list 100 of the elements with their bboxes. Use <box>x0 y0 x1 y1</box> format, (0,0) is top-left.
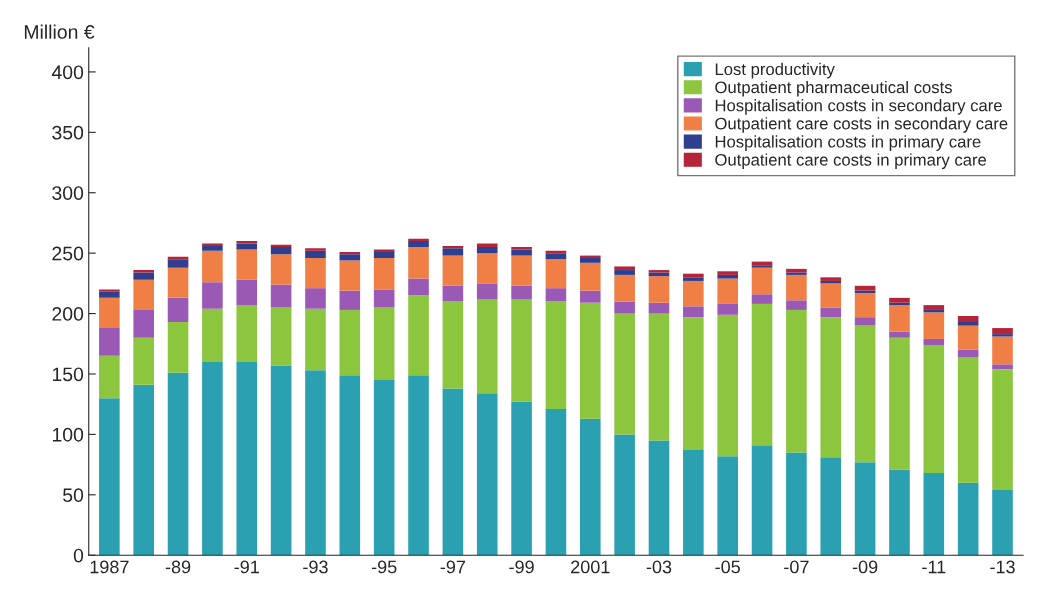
bar <box>820 307 842 318</box>
x-tick-label: -91 <box>234 560 259 574</box>
bar <box>717 274 738 279</box>
bar <box>545 409 567 556</box>
bar <box>579 257 601 263</box>
bar <box>339 309 361 376</box>
bar <box>545 301 567 410</box>
y-tick-label: 350 <box>52 125 84 140</box>
bar <box>270 247 292 255</box>
bar <box>579 290 601 303</box>
x-tick-label: -89 <box>165 560 191 574</box>
legend-label: Hospitalisation costs in secondary care <box>715 99 1002 115</box>
y-tick-label: 300 <box>52 186 84 200</box>
bar <box>442 248 464 256</box>
bar <box>923 473 945 556</box>
bar <box>442 301 464 389</box>
bar <box>236 249 258 280</box>
bar <box>579 262 601 291</box>
bar <box>648 276 670 303</box>
bar <box>373 257 395 290</box>
bar <box>511 249 532 256</box>
bar <box>373 251 395 258</box>
bar <box>614 301 635 314</box>
y-tick-label: 150 <box>52 367 84 382</box>
bar <box>476 393 498 556</box>
bar <box>305 308 326 371</box>
bar <box>442 285 464 302</box>
bar <box>545 259 567 289</box>
bar <box>889 305 910 332</box>
y-tick-label: 400 <box>51 65 84 80</box>
bar <box>648 313 670 441</box>
bar <box>305 370 326 556</box>
bar <box>305 248 326 251</box>
bar <box>854 325 876 463</box>
bar <box>648 440 670 556</box>
y-tick-label: 250 <box>52 246 84 261</box>
bar <box>957 482 979 556</box>
bar <box>992 336 1013 365</box>
bar <box>133 279 155 310</box>
bar <box>133 309 155 338</box>
x-tick-label: -93 <box>303 560 328 574</box>
x-tick-label: -99 <box>509 560 534 574</box>
bar <box>957 357 979 483</box>
bar <box>992 364 1013 370</box>
x-tick-label: -03 <box>646 560 672 574</box>
bar <box>305 257 326 289</box>
legend-label: Hospitalisation costs in primary care <box>715 135 981 151</box>
bar <box>717 278 738 304</box>
x-tick-label: -07 <box>784 560 809 574</box>
bar <box>511 401 532 556</box>
bar <box>202 308 223 362</box>
bar <box>133 272 155 280</box>
x-tick-label: -95 <box>371 560 397 574</box>
bar <box>99 398 120 556</box>
bar <box>545 253 567 260</box>
bar <box>683 317 704 451</box>
legend-label: Outpatient care costs in secondary care <box>715 117 1008 133</box>
bar <box>511 247 532 250</box>
legend-label: Outpatient care costs in primary care <box>715 153 987 170</box>
bar <box>408 247 429 279</box>
bar <box>579 418 601 556</box>
bar <box>99 297 120 329</box>
bar <box>476 247 498 254</box>
bar <box>373 307 395 381</box>
bar <box>339 375 361 556</box>
bar <box>992 334 1013 337</box>
y-tick-label: 0 <box>73 548 84 563</box>
bar <box>614 434 635 556</box>
bar <box>889 337 910 470</box>
bar <box>923 338 945 345</box>
bar <box>476 283 498 300</box>
bar <box>648 302 670 314</box>
y-tick-label: 200 <box>52 307 84 321</box>
bar <box>957 349 979 358</box>
bar <box>511 285 532 300</box>
bar <box>236 305 258 362</box>
bar <box>854 285 876 291</box>
x-tick-label: -09 <box>852 560 878 574</box>
bar <box>683 280 704 307</box>
x-tick-label: 1987 <box>90 560 129 574</box>
bar <box>923 344 945 474</box>
bar <box>99 289 120 292</box>
bar <box>579 302 601 419</box>
bar <box>511 255 532 286</box>
bar <box>717 456 738 556</box>
bar <box>442 388 464 556</box>
bar <box>614 266 635 271</box>
x-tick-label: -11 <box>922 560 946 574</box>
bar <box>305 250 326 258</box>
bar <box>992 328 1013 335</box>
bar <box>957 315 979 323</box>
bar <box>270 284 292 308</box>
bar <box>683 450 704 556</box>
bar <box>236 243 258 250</box>
bar <box>820 283 842 308</box>
bar <box>992 369 1013 490</box>
bar <box>167 372 189 556</box>
bar <box>133 337 155 385</box>
bar <box>683 306 704 318</box>
bar <box>442 255 464 286</box>
